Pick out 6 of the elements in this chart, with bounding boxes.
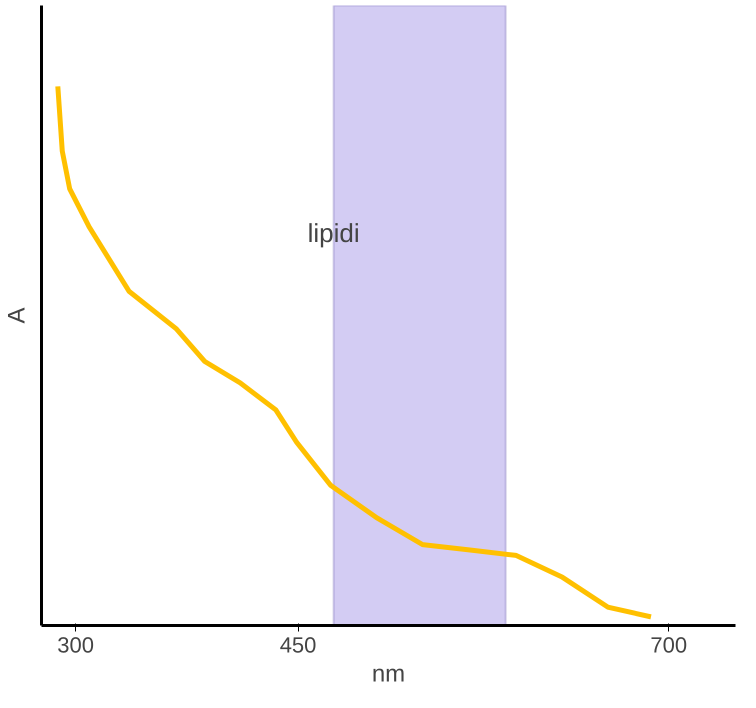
x-tick-label: 300 <box>57 632 94 658</box>
x-tick-label: 450 <box>280 632 316 658</box>
y-axis-title: A <box>4 307 30 324</box>
x-axis-title: nm <box>372 660 406 688</box>
band-label: lipidi <box>308 218 360 248</box>
x-tick-label: 700 <box>650 632 688 658</box>
